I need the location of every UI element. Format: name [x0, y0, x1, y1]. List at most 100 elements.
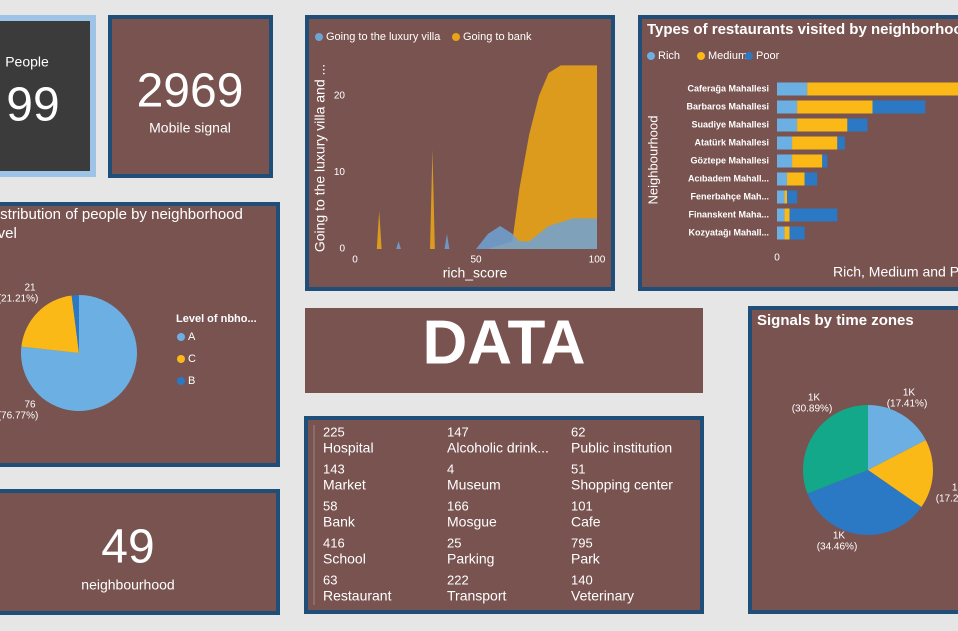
area: [355, 65, 597, 250]
area: [355, 218, 597, 249]
table-label: Market: [323, 477, 366, 493]
y-tick-label: Acıbadem Mahall...: [688, 173, 769, 183]
banner-text: DATA: [423, 308, 586, 377]
bar: [784, 208, 790, 222]
bar: [804, 172, 818, 186]
bar: [797, 100, 873, 114]
data-label: 21: [24, 283, 36, 294]
data-label: (30.89%): [792, 404, 833, 415]
data-label: (17.24%): [936, 494, 958, 505]
x-tick-label: 100: [589, 255, 606, 266]
y-axis-label: Neighbourhood: [645, 116, 660, 205]
chart-title: Distribution of people by neighborhoodle…: [0, 206, 243, 242]
legend-title: Level of nbho...: [176, 313, 257, 325]
data-label: (21.21%): [0, 294, 38, 305]
y-tick-label: 20: [334, 91, 346, 102]
pie-slice: [21, 295, 79, 353]
table-value: 147: [447, 424, 469, 439]
legend-marker: [177, 333, 185, 341]
card-label: People: [5, 54, 49, 70]
bar: [847, 118, 868, 132]
y-tick-label: Fenerbahçe Mah...: [690, 191, 769, 201]
legend-marker: [697, 52, 705, 60]
bar: [777, 172, 788, 186]
x-axis-label: Rich, Medium and P: [833, 264, 958, 280]
x-tick-label: 50: [470, 255, 482, 266]
table-label: Hospital: [323, 440, 374, 456]
legend-label: Poor: [756, 50, 780, 62]
legend-label: Rich: [658, 50, 680, 62]
card: [0, 21, 90, 171]
bar: [777, 154, 793, 168]
bar: [777, 190, 785, 204]
bar: [777, 226, 785, 240]
table-label: School: [323, 551, 366, 567]
pie-slice: [71, 295, 79, 353]
bar: [777, 208, 785, 222]
bar: [837, 136, 845, 150]
table-value: 101: [571, 498, 593, 513]
bar: [777, 118, 798, 132]
pie-slice: [802, 405, 868, 494]
legend-marker: [647, 52, 655, 60]
table-value: 62: [571, 424, 585, 439]
x-tick-label: 0: [352, 255, 358, 266]
table-value: 4: [447, 461, 454, 476]
table-value: 225: [323, 424, 345, 439]
bar: [777, 136, 793, 150]
table-value: 25: [447, 535, 461, 550]
table-label: Restaurant: [323, 588, 392, 604]
card-value: 2969: [137, 65, 244, 118]
legend-label: Going to bank: [463, 31, 532, 43]
panel: [304, 416, 704, 614]
chart-title: Signals by time zones: [757, 312, 914, 329]
card-label: Mobile signal: [149, 120, 231, 136]
bar: [787, 190, 798, 204]
bar: [792, 136, 838, 150]
pie-slice: [807, 470, 922, 535]
data-label: 1K: [833, 531, 846, 542]
y-tick-label: Göztepe Mahallesi: [690, 155, 769, 165]
bar: [789, 208, 838, 222]
table-label: Cafe: [571, 514, 601, 530]
bar: [784, 190, 788, 204]
table-label: Shopping center: [571, 477, 673, 493]
table-label: Parking: [447, 551, 494, 567]
bar: [777, 100, 798, 114]
y-tick-label: Caferağa Mahallesi: [687, 83, 769, 93]
y-tick-label: Suadiye Mahallesi: [691, 119, 769, 129]
table-label: Public institution: [571, 440, 672, 456]
data-label: 76: [24, 400, 36, 411]
y-tick-label: Kozyatağı Mahall...: [688, 227, 769, 237]
x-tick-label: 0: [774, 253, 780, 264]
table-value: 795: [571, 535, 593, 550]
table-label: Alcoholic drink...: [447, 440, 549, 456]
table-value: 143: [323, 461, 345, 476]
y-axis-label: Going to the luxury villa and ...: [312, 64, 328, 252]
bar: [784, 226, 790, 240]
legend-label: Going to the luxury villa: [326, 31, 441, 43]
data-label: (76.77%): [0, 411, 38, 422]
data-label: (34.46%): [817, 542, 858, 553]
bar: [789, 226, 805, 240]
chart-title: Types of restaurants visited by neighbor…: [647, 21, 958, 38]
table-label: Museum: [447, 477, 501, 493]
table-value: 63: [323, 572, 337, 587]
legend-marker: [745, 52, 753, 60]
card-value: 99: [6, 79, 59, 132]
panel: [638, 15, 958, 291]
table-label: Veterinary: [571, 588, 634, 604]
data-label: 1K: [952, 483, 958, 494]
legend-label: C: [188, 353, 196, 365]
table-value: 58: [323, 498, 337, 513]
table-label: Mosgue: [447, 514, 497, 530]
table-value: 416: [323, 535, 345, 550]
pie-slice: [868, 440, 933, 508]
pie-slice: [868, 405, 926, 470]
y-tick-label: 0: [339, 244, 345, 255]
legend-label: B: [188, 375, 195, 387]
table-label: Park: [571, 551, 601, 567]
data-label: (17.41%): [887, 399, 928, 410]
